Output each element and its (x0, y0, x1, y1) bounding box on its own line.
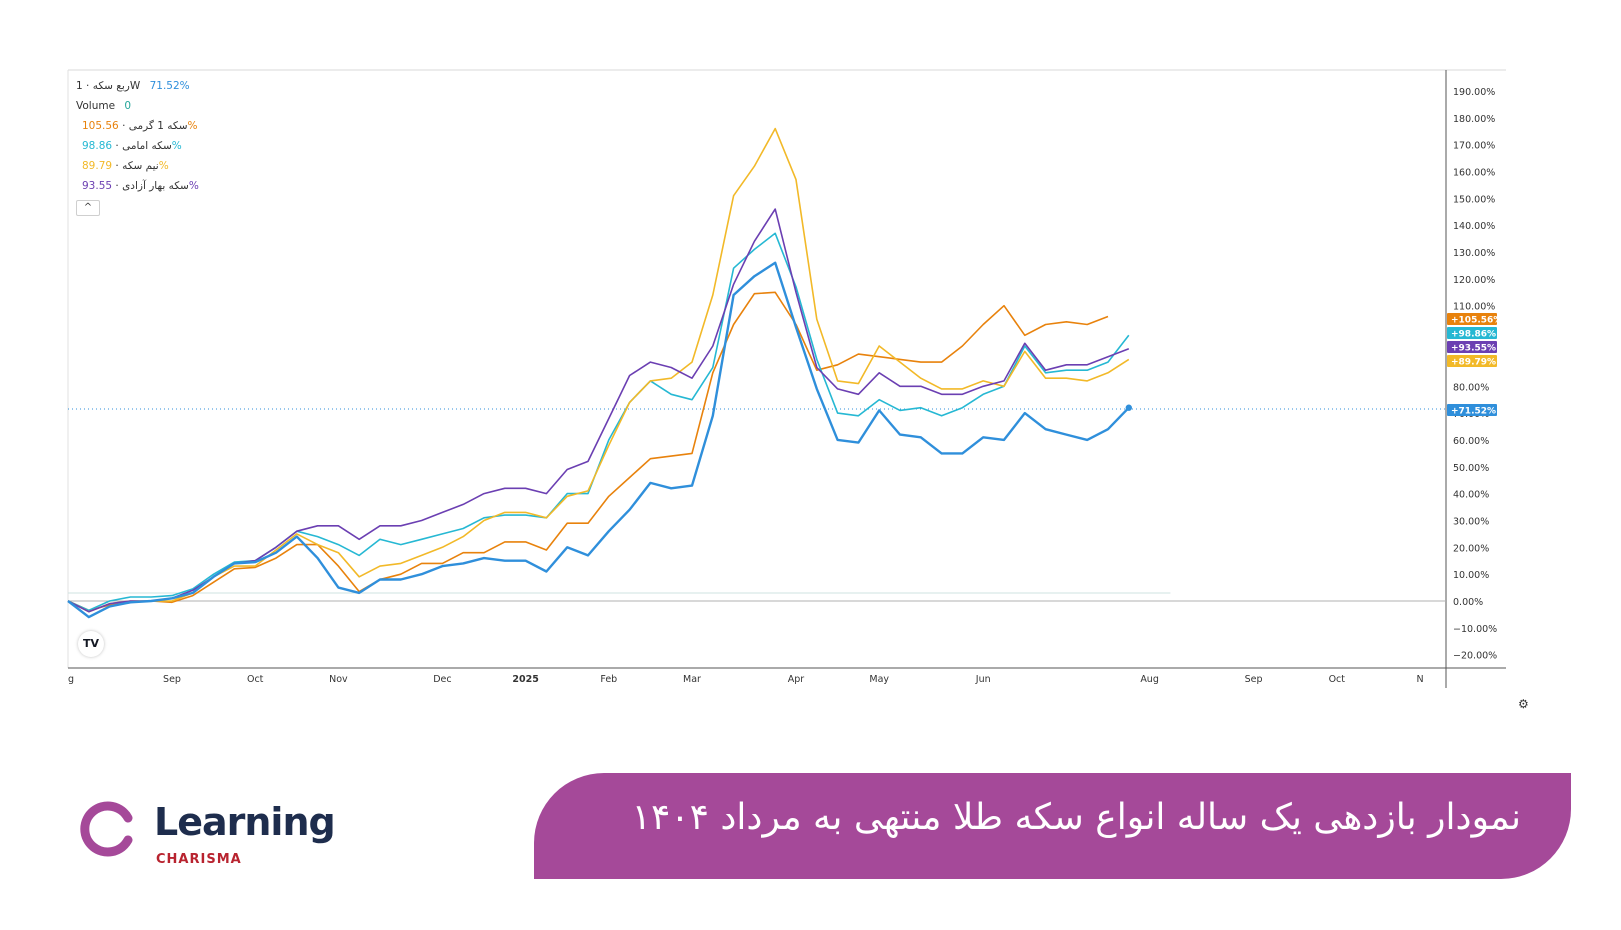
x-tick-label: 2025 (512, 674, 538, 685)
y-tick-label: 20.00% (1453, 543, 1489, 554)
end-label-text: +93.55% (1451, 344, 1496, 354)
end-label-text: +105.56% (1451, 316, 1502, 326)
legend-main-label: ربع سکه · 1W (76, 80, 141, 92)
legend-volume-label: Volume (76, 100, 116, 112)
y-tick-label: −20.00% (1453, 651, 1497, 662)
x-tick-label: Sep (163, 674, 181, 685)
legend-volume-value: 0 (124, 100, 132, 112)
x-tick-label: Oct (247, 674, 264, 685)
series-line (67, 261, 1130, 619)
legend-row-nim: نیم سکه · 89.79% (82, 160, 169, 172)
chart-frame: −20.00% −10.00% 0.00% 10.00% 20.00% 30.00% 40.… (67, 69, 1564, 714)
series-end-dot (1125, 404, 1133, 411)
legend-value-emami: 98.86% (82, 140, 182, 152)
y-tick-label: −10.00% (1453, 624, 1497, 635)
return-line-chart: −20.00% −10.00% 0.00% 10.00% 20.00% 30.00% 40.… (67, 69, 1506, 688)
legend-row-bahar: سکه بهار آزادی · 93.55% (82, 180, 199, 192)
y-tick-label: 30.00% (1453, 516, 1489, 527)
end-label-box (1447, 355, 1497, 367)
x-tick-label: Apr (788, 674, 805, 685)
x-tick-label: g (68, 674, 74, 685)
x-tick-label: Oct (1329, 674, 1346, 685)
legend-main-value: 71.52% (149, 80, 190, 92)
y-tick-label: 130.00% (1453, 248, 1495, 259)
end-label-box (1447, 313, 1497, 325)
series-line (67, 127, 1130, 613)
y-tick-label: 180.00% (1453, 114, 1495, 125)
end-label-text: +89.79% (1451, 358, 1496, 368)
tradingview-logo-icon[interactable]: TV (78, 631, 104, 657)
brand-ring-icon (80, 801, 133, 857)
title-banner: نمودار بازدهی یک ساله انواع سکه طلا منته… (534, 773, 1571, 879)
end-label-text: +98.86% (1451, 330, 1496, 340)
x-tick-label: Aug (1140, 674, 1159, 685)
legend-value-nim: 89.79% (82, 160, 169, 172)
brand-word: Learning (154, 800, 336, 844)
series-line (67, 232, 1130, 612)
x-tick-label: Dec (433, 674, 451, 685)
end-label-box (1447, 327, 1497, 339)
x-tick-label: N (1416, 674, 1423, 685)
legend-value-gerami: 105.56% (82, 120, 198, 132)
y-tick-label: 150.00% (1453, 194, 1495, 205)
y-tick-label: 170.00% (1453, 141, 1495, 152)
y-tick-label: 120.00% (1453, 275, 1495, 286)
y-tick-label: 50.00% (1453, 463, 1489, 474)
x-tick-label: Jun (975, 674, 991, 685)
brand-logo: Learning CHARISMA (80, 800, 370, 870)
x-tick-label: Nov (329, 674, 348, 685)
x-tick-label: Mar (683, 674, 701, 685)
brand-subtitle: CHARISMA (156, 852, 242, 867)
y-tick-label: 0.00% (1453, 597, 1483, 608)
end-label-text: +71.52% (1451, 407, 1496, 417)
legend-main-row: ربع سکه · 1W 71.52% (76, 76, 199, 96)
banner-title: نمودار بازدهی یک ساله انواع سکه طلا منته… (631, 797, 1521, 838)
y-tick-label: 190.00% (1453, 87, 1495, 98)
legend-label-emami: سکه امامی (122, 140, 172, 152)
y-tick-label: 80.00% (1453, 382, 1489, 393)
end-label-box (1447, 341, 1497, 353)
y-tick-label: 160.00% (1453, 168, 1495, 179)
chart-legend: ربع سکه · 1W 71.52% Volume 0 سکه 1 گرمی … (76, 76, 199, 217)
y-tick-label: 40.00% (1453, 490, 1489, 501)
x-tick-label: Sep (1245, 674, 1263, 685)
legend-row-gerami: سکه 1 گرمی · 105.56% (82, 120, 198, 132)
gear-icon[interactable]: ⚙ (1518, 697, 1529, 711)
legend-volume-row: Volume 0 (76, 96, 199, 116)
legend-row-emami: سکه امامی · 98.86% (82, 140, 182, 152)
series-line (67, 291, 1109, 612)
x-tick-label: May (869, 674, 889, 685)
legend-collapse-button[interactable]: ^ (76, 200, 100, 216)
legend-label-nim: نیم سکه (122, 160, 159, 172)
legend-label-gerami: سکه 1 گرمی (128, 120, 188, 132)
x-tick-label: Feb (600, 674, 617, 685)
y-tick-label: 60.00% (1453, 436, 1489, 447)
series-line (67, 208, 1130, 613)
legend-label-bahar: سکه بهار آزادی (122, 180, 189, 192)
end-label-box (1447, 404, 1497, 416)
y-tick-label: 110.00% (1453, 302, 1495, 313)
legend-value-bahar: 93.55% (82, 180, 199, 192)
y-tick-label: 140.00% (1453, 221, 1495, 232)
y-tick-label: 10.00% (1453, 570, 1489, 581)
